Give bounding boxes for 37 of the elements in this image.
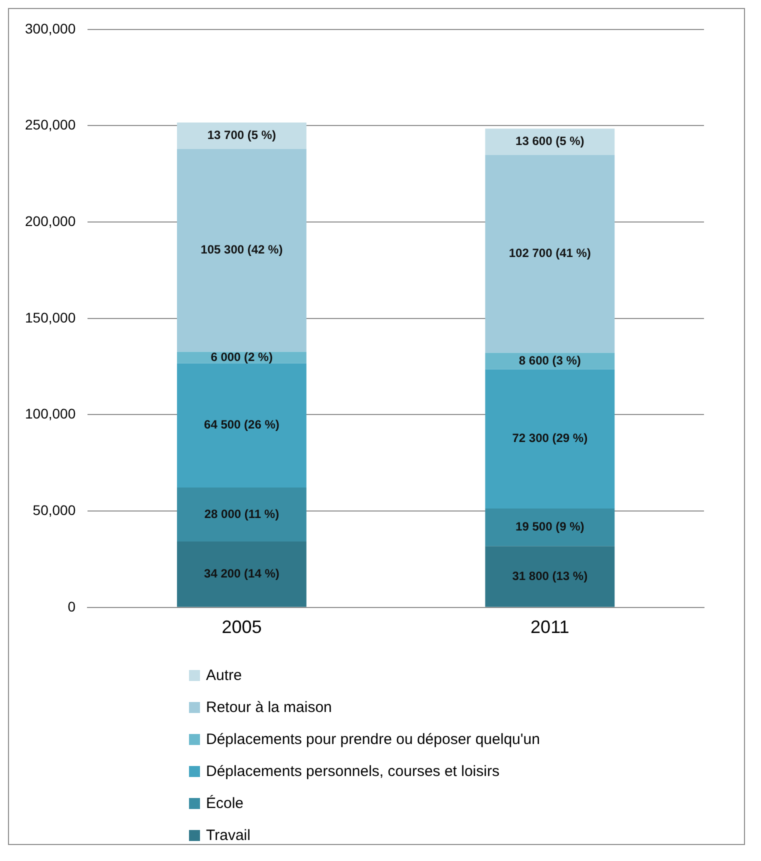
bar <box>485 508 615 546</box>
bar <box>485 128 615 155</box>
legend-label: Déplacements pour prendre ou déposer quelqu'un <box>206 730 540 748</box>
data-label: 72 300 (29 %) <box>512 431 588 446</box>
legend-label: Retour à la maison <box>206 698 332 716</box>
bar <box>176 542 306 607</box>
data-label: 64 500 (26 %) <box>204 418 280 432</box>
bar <box>176 363 306 488</box>
legend-label: Autre <box>206 666 242 684</box>
y-tick-label: 0 <box>68 598 76 614</box>
data-label: 6 000 (2 %) <box>210 350 273 364</box>
y-tick-label: 200,000 <box>24 212 76 229</box>
x-tick-label: 2011 <box>530 617 570 638</box>
bar <box>176 148 306 352</box>
bar <box>485 154 615 353</box>
bar <box>485 546 615 607</box>
legend-label: Travail <box>206 826 250 844</box>
data-label: 19 500 (9 %) <box>516 520 584 534</box>
data-label: 34 200 (14 %) <box>204 566 280 581</box>
y-tick-label: 50,000 <box>32 502 76 518</box>
legend-label: École <box>206 794 244 812</box>
data-label: 31 800 (13 %) <box>512 568 588 583</box>
bar <box>485 369 615 509</box>
data-label: 105 300 (42 %) <box>200 242 283 257</box>
data-label: 102 700 (41 %) <box>508 246 591 260</box>
bar <box>176 122 306 149</box>
data-label: 28 000 (11 %) <box>204 506 280 521</box>
legend-label: Déplacements personnels, courses et loisirs <box>206 762 500 780</box>
y-tick-label: 150,000 <box>24 309 76 326</box>
y-tick-label: 250,000 <box>24 116 76 133</box>
x-tick-label: 2005 <box>222 617 262 638</box>
data-label: 13 600 (5 %) <box>516 134 584 148</box>
data-label: 8 600 (3 %) <box>518 353 581 368</box>
y-tick-label: 100,000 <box>24 406 76 422</box>
y-tick-label: 300,000 <box>24 20 76 36</box>
bar <box>176 488 306 542</box>
data-label: 13 700 (5 %) <box>207 128 276 142</box>
